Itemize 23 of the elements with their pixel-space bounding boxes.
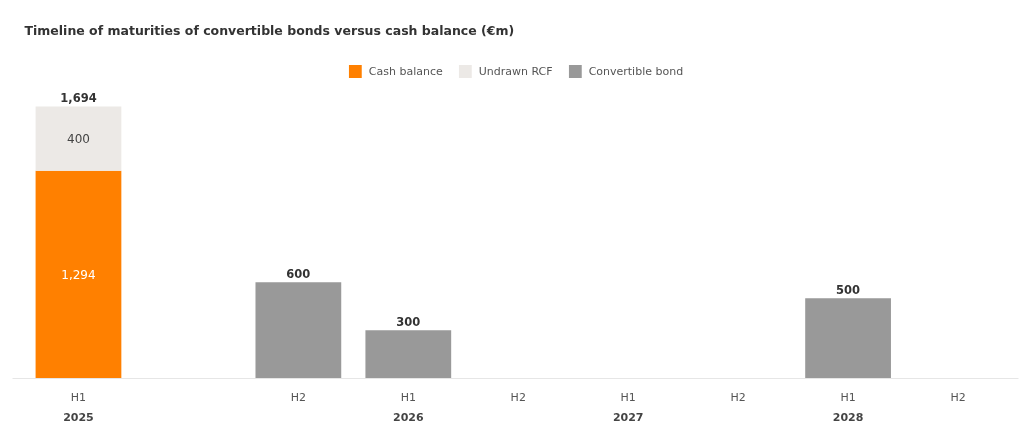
data-label: 600 (286, 267, 311, 282)
category-label: H1 2025 (63, 390, 94, 423)
total-label: 1,694 (60, 91, 97, 106)
data-label: 1,294 (61, 268, 96, 283)
legend-label: Cash balance (368, 64, 443, 78)
bar (35, 106, 122, 171)
category-label: H1 2027 (612, 390, 644, 423)
chart-title: Timeline of maturities of convertible bonds versus cash balance (€m) (24, 22, 515, 38)
legend-label: Convertible bond (588, 64, 684, 78)
bar (35, 170, 122, 379)
data-label: 300 (396, 315, 421, 330)
bar (255, 282, 342, 379)
x-tick-label: H2 (510, 390, 526, 404)
x-tick-label: H2 (950, 390, 966, 404)
bar (805, 298, 891, 379)
category-label: H1 2026 (393, 390, 424, 423)
legend-label: Undrawn RCF (478, 64, 553, 78)
bar (365, 330, 452, 379)
category-label: H1 2028 (832, 390, 864, 423)
x-tick-label: H2 (290, 390, 306, 404)
x-tick-label: H2 (730, 390, 746, 404)
data-label: 500 (836, 283, 861, 298)
data-label: 400 (67, 132, 90, 147)
